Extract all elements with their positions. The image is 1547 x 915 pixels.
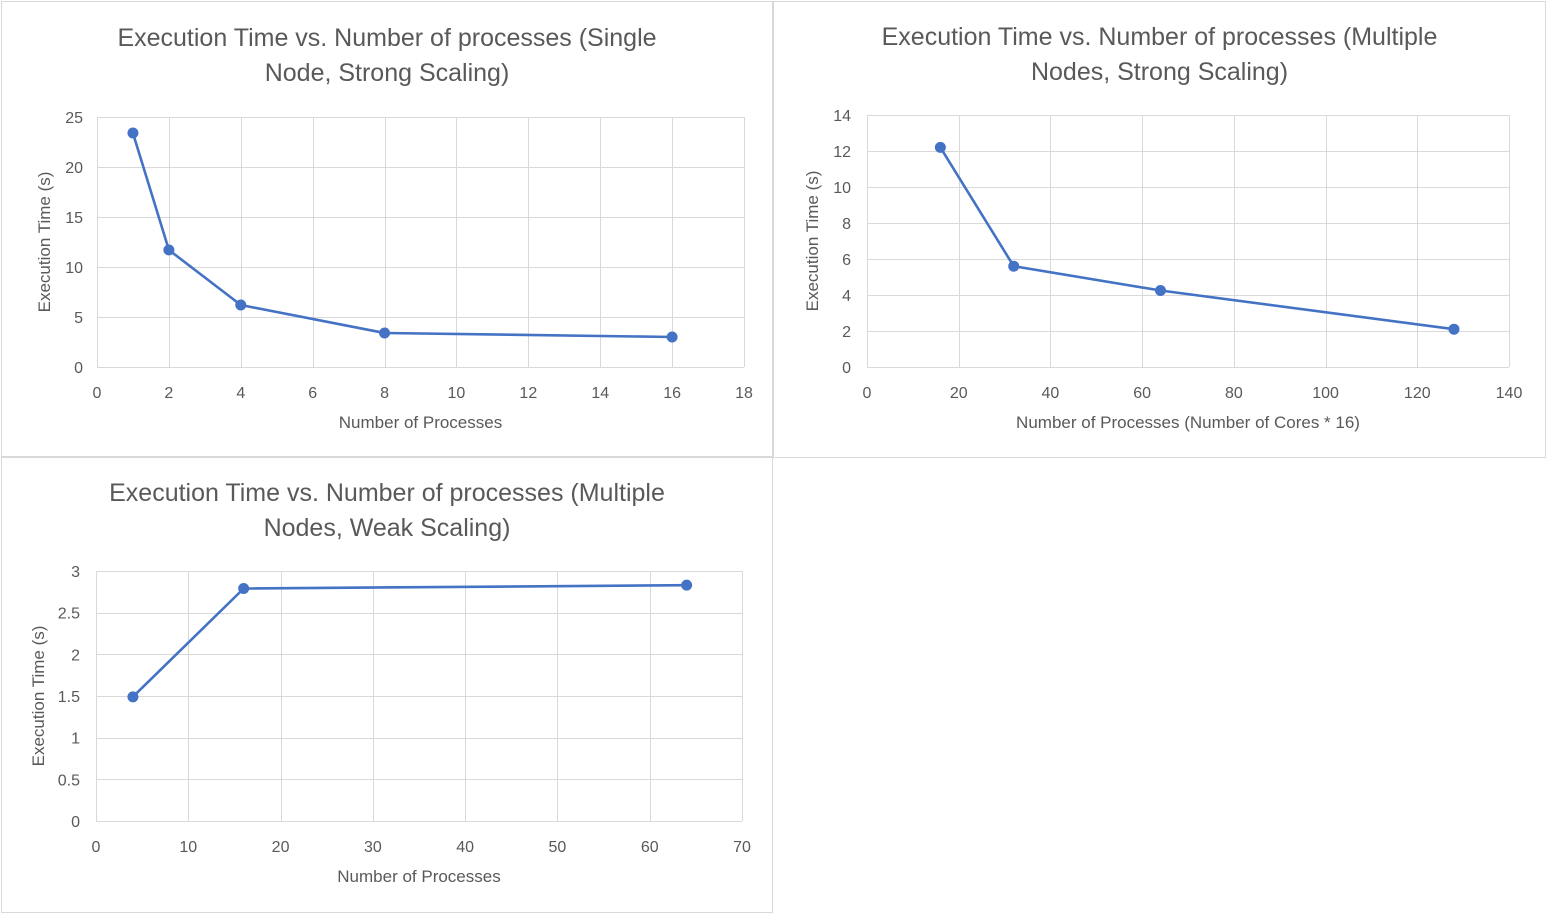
x-tick-label: 70	[733, 839, 751, 856]
y-tick-label: 12	[833, 144, 851, 161]
x-tick-label: 60	[641, 839, 659, 856]
y-tick-label: 0	[71, 814, 80, 831]
y-tick-label: 14	[833, 108, 851, 125]
y-tick-label: 5	[74, 310, 83, 327]
chart-plot-area: 0 10 20 30 40 50 60 70 0 0.5 1 1.5 2 2.5 3 Number of Pr…	[29, 564, 751, 886]
chart-title: Execution Time vs. Number of processes (…	[117, 24, 657, 87]
x-tick-label: 40	[1042, 385, 1060, 402]
y-tick-label: 4	[842, 288, 851, 305]
data-point	[934, 141, 946, 153]
x-tick-label: 0	[863, 385, 872, 402]
x-tick-label: 20	[950, 385, 968, 402]
x-tick-label: 2	[164, 385, 173, 402]
y-tick-label: 2.5	[58, 606, 80, 623]
y-tick-label: 0	[842, 360, 851, 377]
y-tick-label: 6	[842, 252, 851, 269]
y-tick-label: 1	[71, 731, 80, 748]
data-point	[379, 327, 391, 339]
chart-title: Execution Time vs. Number of processes (…	[881, 23, 1438, 86]
x-axis-label: Number of Processes (Number of Cores * 1…	[1016, 413, 1360, 432]
x-tick-label: 8	[380, 385, 389, 402]
y-axis-label: Execution Time (s)	[35, 172, 54, 313]
y-tick-label: 15	[65, 210, 83, 227]
chart-panel-multi-node-strong: Execution Time vs. Number of processes (…	[773, 1, 1546, 458]
data-point	[1154, 285, 1166, 296]
x-tick-label: 10	[448, 385, 466, 402]
y-tick-label: 2	[842, 324, 851, 341]
y-tick-label: 2	[71, 647, 80, 664]
y-tick-label: 10	[833, 180, 851, 197]
data-point	[238, 583, 250, 594]
y-tick-label: 25	[65, 110, 83, 127]
y-tick-label: 3	[71, 564, 80, 581]
y-tick-label: 10	[65, 260, 83, 277]
chart-panel-single-node-strong: Execution Time vs. Number of processes (…	[1, 1, 773, 457]
y-tick-label: 1.5	[58, 689, 80, 706]
data-point	[163, 244, 175, 256]
y-axis-label: Execution Time (s)	[803, 171, 822, 312]
x-tick-label: 18	[735, 385, 753, 402]
data-point	[127, 127, 139, 139]
chart-plot-area: 0 2 4 6 8 10 12 14 16 18 0 5 10 15 20 25 Number of Proce…	[35, 110, 753, 432]
x-tick-label: 80	[1225, 385, 1243, 402]
chart-panel-multi-node-weak: Execution Time vs. Number of processes (…	[1, 457, 773, 913]
data-point	[681, 579, 693, 591]
data-point	[1008, 260, 1020, 272]
series-line	[939, 146, 1456, 331]
x-axis-label: Number of Processes	[337, 867, 500, 886]
chart-plot-area: 0 20 40 60 80 100 120 140 0 2 4 6 8 10 12 14 Number of P…	[803, 108, 1523, 432]
y-axis-label: Execution Time (s)	[29, 626, 48, 767]
chart-title: Execution Time vs. Number of processes (…	[109, 479, 665, 542]
x-tick-label: 60	[1133, 385, 1151, 402]
x-tick-label: 20	[272, 839, 290, 856]
y-tick-label: 8	[842, 216, 851, 233]
x-tick-label: 140	[1496, 385, 1523, 402]
x-tick-label: 120	[1404, 385, 1431, 402]
data-point	[235, 299, 247, 311]
x-tick-label: 0	[92, 839, 101, 856]
x-tick-label: 16	[663, 385, 681, 402]
x-tick-label: 12	[519, 385, 537, 402]
x-axis-label: Number of Processes	[339, 413, 502, 432]
x-tick-label: 6	[308, 385, 317, 402]
y-tick-label: 20	[65, 160, 83, 177]
data-point	[127, 691, 139, 703]
y-tick-label: 0.5	[58, 772, 80, 789]
y-tick-label: 0	[74, 360, 83, 377]
data-point	[666, 331, 678, 343]
x-tick-label: 40	[456, 839, 474, 856]
x-tick-label: 14	[591, 385, 609, 402]
x-tick-label: 4	[236, 385, 245, 402]
x-tick-label: 100	[1312, 385, 1339, 402]
data-point	[1448, 323, 1460, 335]
x-tick-label: 0	[93, 385, 102, 402]
x-tick-label: 30	[364, 839, 382, 856]
x-tick-label: 50	[549, 839, 567, 856]
series-line	[131, 131, 674, 339]
x-tick-label: 10	[179, 839, 197, 856]
series-line	[131, 583, 688, 699]
